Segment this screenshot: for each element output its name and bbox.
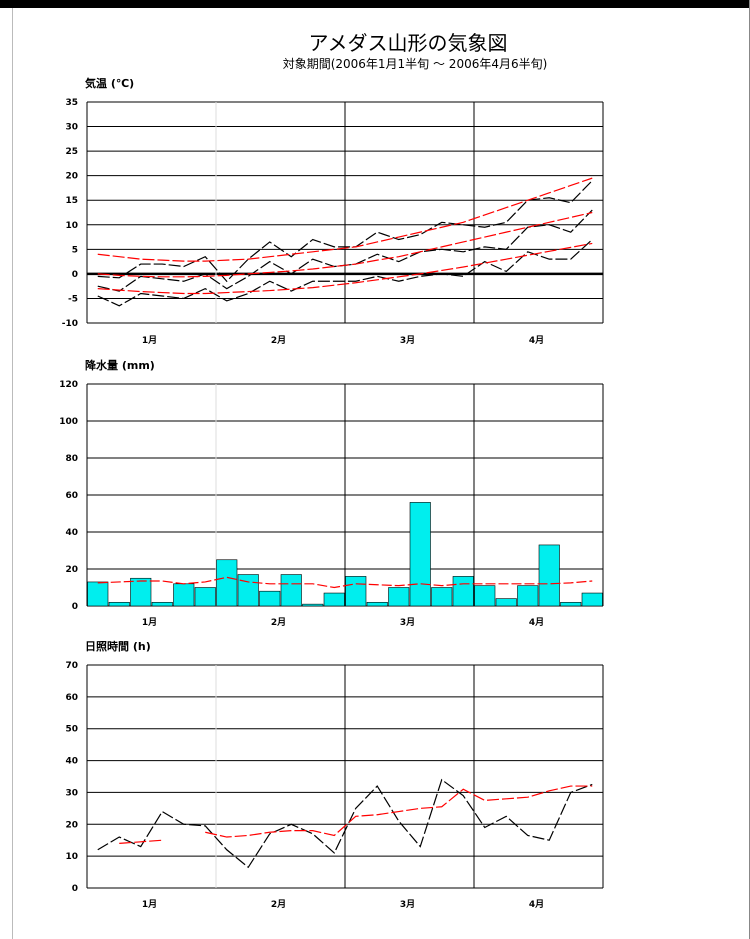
precip-bar — [366, 601, 388, 607]
precip-bar — [323, 592, 345, 607]
y-tick-label: -10 — [62, 319, 78, 329]
chart-panel-3: 日照時間 (h) 0 10 20 30 40 50 60 70 1月 2月 3月 4月 — [65, 639, 604, 910]
y-tick-label: 50 — [65, 725, 78, 735]
x-tick-label: 2月 — [271, 899, 286, 910]
x-tick-label: 3月 — [400, 617, 415, 628]
x-tick-label: 2月 — [271, 617, 286, 628]
panel-title: 日照時間 (h) — [85, 639, 151, 653]
x-tick-label: 3月 — [400, 899, 415, 910]
series-line-observed — [97, 778, 593, 869]
panel-title: 降水量 (mm) — [85, 358, 155, 372]
series-line-observed-min — [97, 239, 593, 307]
chart-panel-1: 気温 (℃) -10 -5 0 5 10 15 20 25 30 35 1月 2月 3月 4月 — [62, 76, 604, 346]
x-tick-label: 3月 — [400, 335, 415, 346]
y-tick-label: 20 — [65, 172, 78, 182]
x-tick-label: 4月 — [529, 335, 544, 346]
precip-bar — [280, 574, 302, 607]
y-tick-label: 120 — [59, 380, 78, 390]
precip-bar — [452, 576, 474, 607]
precip-bar — [388, 587, 410, 607]
panel-title: 気温 (℃) — [85, 76, 134, 90]
x-tick-label: 1月 — [142, 617, 157, 628]
y-tick-label: -5 — [68, 294, 78, 304]
y-tick-label: 60 — [65, 491, 78, 501]
precip-bar — [237, 574, 259, 607]
precip-bar — [151, 601, 173, 607]
series-line-normal-max — [97, 177, 593, 262]
document-top-edge — [0, 0, 750, 8]
precip-bar — [560, 601, 582, 607]
y-tick-label: 30 — [65, 123, 78, 133]
precip-bar — [259, 590, 281, 607]
precip-bar — [538, 544, 560, 607]
y-tick-label: 40 — [65, 528, 78, 538]
y-tick-label: 10 — [65, 221, 78, 231]
document-left-edge — [0, 8, 13, 939]
series-line-normal-mean — [97, 211, 593, 278]
y-tick-label: 15 — [65, 196, 78, 206]
chart-panel-2: 降水量 (mm) 0 20 40 60 80 100 120 1月 2月 3月 4月 — [59, 358, 604, 628]
y-tick-label: 60 — [65, 693, 78, 703]
y-tick-label: 0 — [72, 270, 78, 280]
x-tick-label: 4月 — [529, 617, 544, 628]
precip-bar — [173, 583, 195, 607]
y-tick-label: 30 — [65, 788, 78, 798]
chart-subtitle: 対象期間(2006年1月1半旬 〜 2006年4月6半旬) — [283, 57, 548, 71]
series-line-normal — [205, 785, 593, 838]
y-tick-label: 10 — [65, 852, 78, 862]
y-tick-label: 5 — [72, 245, 78, 255]
precip-bar — [302, 603, 324, 607]
y-tick-label: 40 — [65, 757, 78, 767]
y-tick-label: 0 — [72, 884, 78, 894]
y-tick-label: 100 — [59, 417, 78, 427]
y-tick-label: 20 — [65, 565, 78, 575]
y-tick-label: 70 — [65, 661, 78, 671]
x-tick-label: 2月 — [271, 335, 286, 346]
precip-bar — [130, 577, 152, 607]
precip-bar — [87, 581, 109, 607]
y-tick-label: 0 — [72, 602, 78, 612]
x-tick-label: 1月 — [142, 335, 157, 346]
x-tick-label: 1月 — [142, 899, 157, 910]
series-line-normal — [119, 839, 163, 844]
precip-bar — [216, 559, 238, 607]
precip-normal-line — [97, 576, 593, 589]
precip-bar — [345, 576, 367, 607]
precip-bar — [581, 592, 603, 607]
precip-bar — [108, 601, 130, 607]
y-tick-label: 20 — [65, 820, 78, 830]
precip-bar — [517, 585, 539, 607]
precip-bar — [431, 587, 453, 607]
x-tick-label: 4月 — [529, 899, 544, 910]
y-tick-label: 35 — [65, 98, 78, 108]
y-tick-label: 80 — [65, 454, 78, 464]
chart-title: アメダス山形の気象図 — [309, 31, 508, 55]
precip-bar — [495, 598, 517, 607]
series-line-observed-max — [97, 180, 593, 283]
y-tick-label: 25 — [65, 147, 78, 157]
precip-bar — [194, 587, 216, 607]
series-line-normal-min — [97, 242, 593, 295]
precip-bar — [409, 502, 431, 607]
precip-bar — [474, 585, 496, 607]
